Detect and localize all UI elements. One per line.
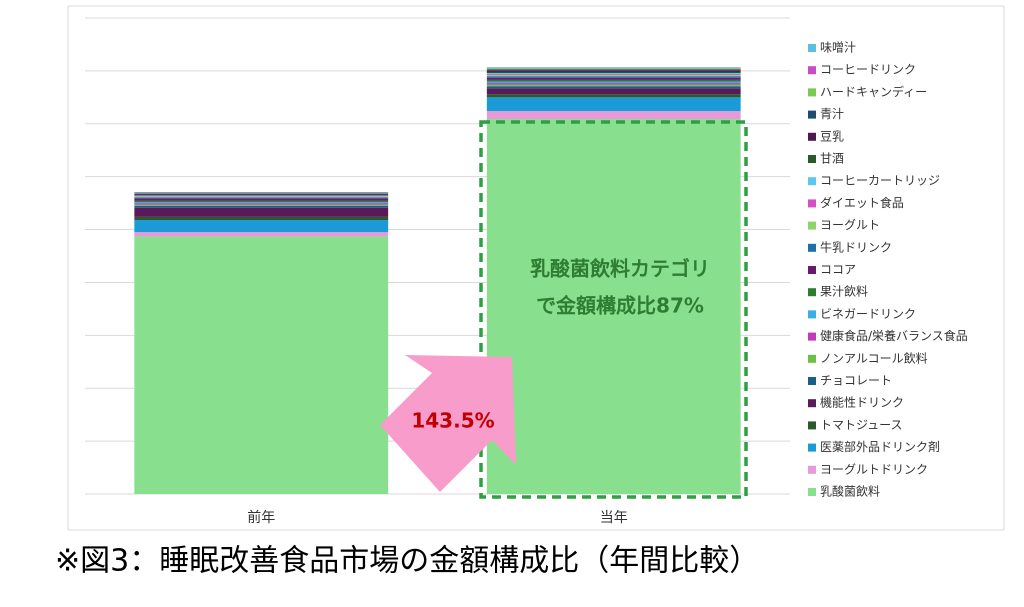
legend-swatch (808, 354, 816, 363)
legend-label: ノンアルコール飲料 (820, 350, 928, 365)
x-tick-label: 当年 (600, 510, 628, 526)
bar-segment (134, 205, 389, 208)
legend-swatch (808, 199, 816, 208)
bar-segment (134, 202, 389, 204)
legend-swatch (808, 310, 816, 319)
legend-swatch (808, 110, 816, 119)
x-tick-label: 前年 (247, 509, 275, 526)
bar-segment (134, 193, 389, 194)
growth-arrow (380, 355, 516, 492)
bar-segment (134, 216, 389, 221)
legend-swatch (808, 377, 816, 385)
legend-swatch (808, 132, 816, 141)
bar-segment (134, 198, 389, 201)
legend-swatch (808, 488, 816, 496)
legend-label: 医薬部外品ドリンク剤 (820, 439, 940, 454)
legend-swatch (808, 155, 816, 163)
legend-swatch (808, 399, 816, 408)
legend-swatch (808, 243, 816, 252)
legend-swatch (808, 221, 816, 230)
legend-label: 豆乳 (820, 129, 844, 143)
bar-segment (134, 232, 389, 237)
legend-label: ビネガードリンク (820, 307, 916, 321)
share-annotation: で金額構成比87% (536, 294, 704, 318)
bar-segment (134, 195, 389, 196)
bar-segment (134, 192, 389, 194)
legend-label: ヨーグルト (820, 218, 880, 232)
legend-label: 甘酒 (820, 152, 844, 166)
legend-swatch (808, 288, 816, 297)
bar-segment (486, 67, 741, 69)
bar-segment (486, 67, 741, 68)
bar-segment (134, 196, 389, 198)
bar-segment (486, 77, 741, 80)
legend-swatch (808, 266, 816, 274)
legend-swatch (808, 421, 816, 430)
bar-segment (134, 236, 389, 495)
bar-segment (486, 75, 741, 77)
legend-label: ヨーグルトドリンク (820, 462, 928, 476)
bar-segment (486, 119, 741, 495)
bar-segment (134, 220, 389, 233)
bar-segment (486, 94, 741, 98)
legend-label: 青汁 (820, 107, 844, 121)
bar-segment (134, 192, 389, 193)
bar-segment (486, 71, 741, 74)
legend-label: チョコレート (820, 374, 892, 388)
growth-label: 143.5% (411, 409, 494, 433)
bar-segment (134, 194, 389, 196)
bar-segment (486, 69, 741, 71)
bar-segment (134, 203, 389, 205)
legend-swatch (808, 177, 816, 186)
share-annotation: 乳酸菌飲料カテゴリ (530, 257, 710, 281)
bar-segment (486, 81, 741, 84)
legend-label: ココア (820, 263, 856, 277)
legend-swatch (808, 443, 816, 452)
bar-segment (486, 84, 741, 87)
legend-label: 牛乳ドリンク (820, 239, 892, 254)
legend-swatch (808, 44, 816, 52)
legend-label: 果汁飲料 (820, 284, 868, 299)
bar-segment (134, 204, 389, 206)
legend-swatch (808, 465, 816, 474)
legend-swatch (808, 66, 816, 75)
bar-segment (486, 97, 741, 112)
bar-segment (134, 197, 389, 199)
bar-segment (486, 111, 741, 120)
bar-segment (486, 74, 741, 76)
bar-segment (486, 88, 741, 95)
legend-label: 健康食品/栄養バランス食品 (820, 328, 968, 343)
bar-segment (134, 195, 389, 197)
legend-swatch (808, 332, 816, 341)
bar-segment (134, 193, 389, 195)
bar-segment (486, 76, 741, 78)
legend-label: コーヒーカートリッジ (820, 174, 940, 188)
highlight-box (479, 120, 748, 499)
bar-segment (486, 79, 741, 82)
bar-segment (486, 70, 741, 72)
legend-label: ダイエット食品 (820, 195, 904, 210)
bar-segment (134, 207, 389, 217)
bar-segment (486, 73, 741, 75)
legend-label: 乳酸菌飲料 (820, 484, 880, 499)
legend-label: コーヒードリンク (820, 63, 916, 77)
bar-segment (134, 200, 389, 203)
legend-label: 機能性ドリンク (820, 395, 904, 410)
legend-swatch (808, 88, 816, 97)
bar-segment (486, 68, 741, 70)
legend-label: ハードキャンディー (820, 84, 927, 99)
caption: ※図3：睡眠改善食品市場の金額構成比（年間比較） (55, 544, 759, 579)
legend-label: トマトジュース (820, 418, 903, 432)
bar-segment (486, 83, 741, 85)
bar-segment (134, 196, 389, 197)
legend-label: 味噌汁 (820, 41, 856, 55)
bar-segment (486, 86, 741, 89)
